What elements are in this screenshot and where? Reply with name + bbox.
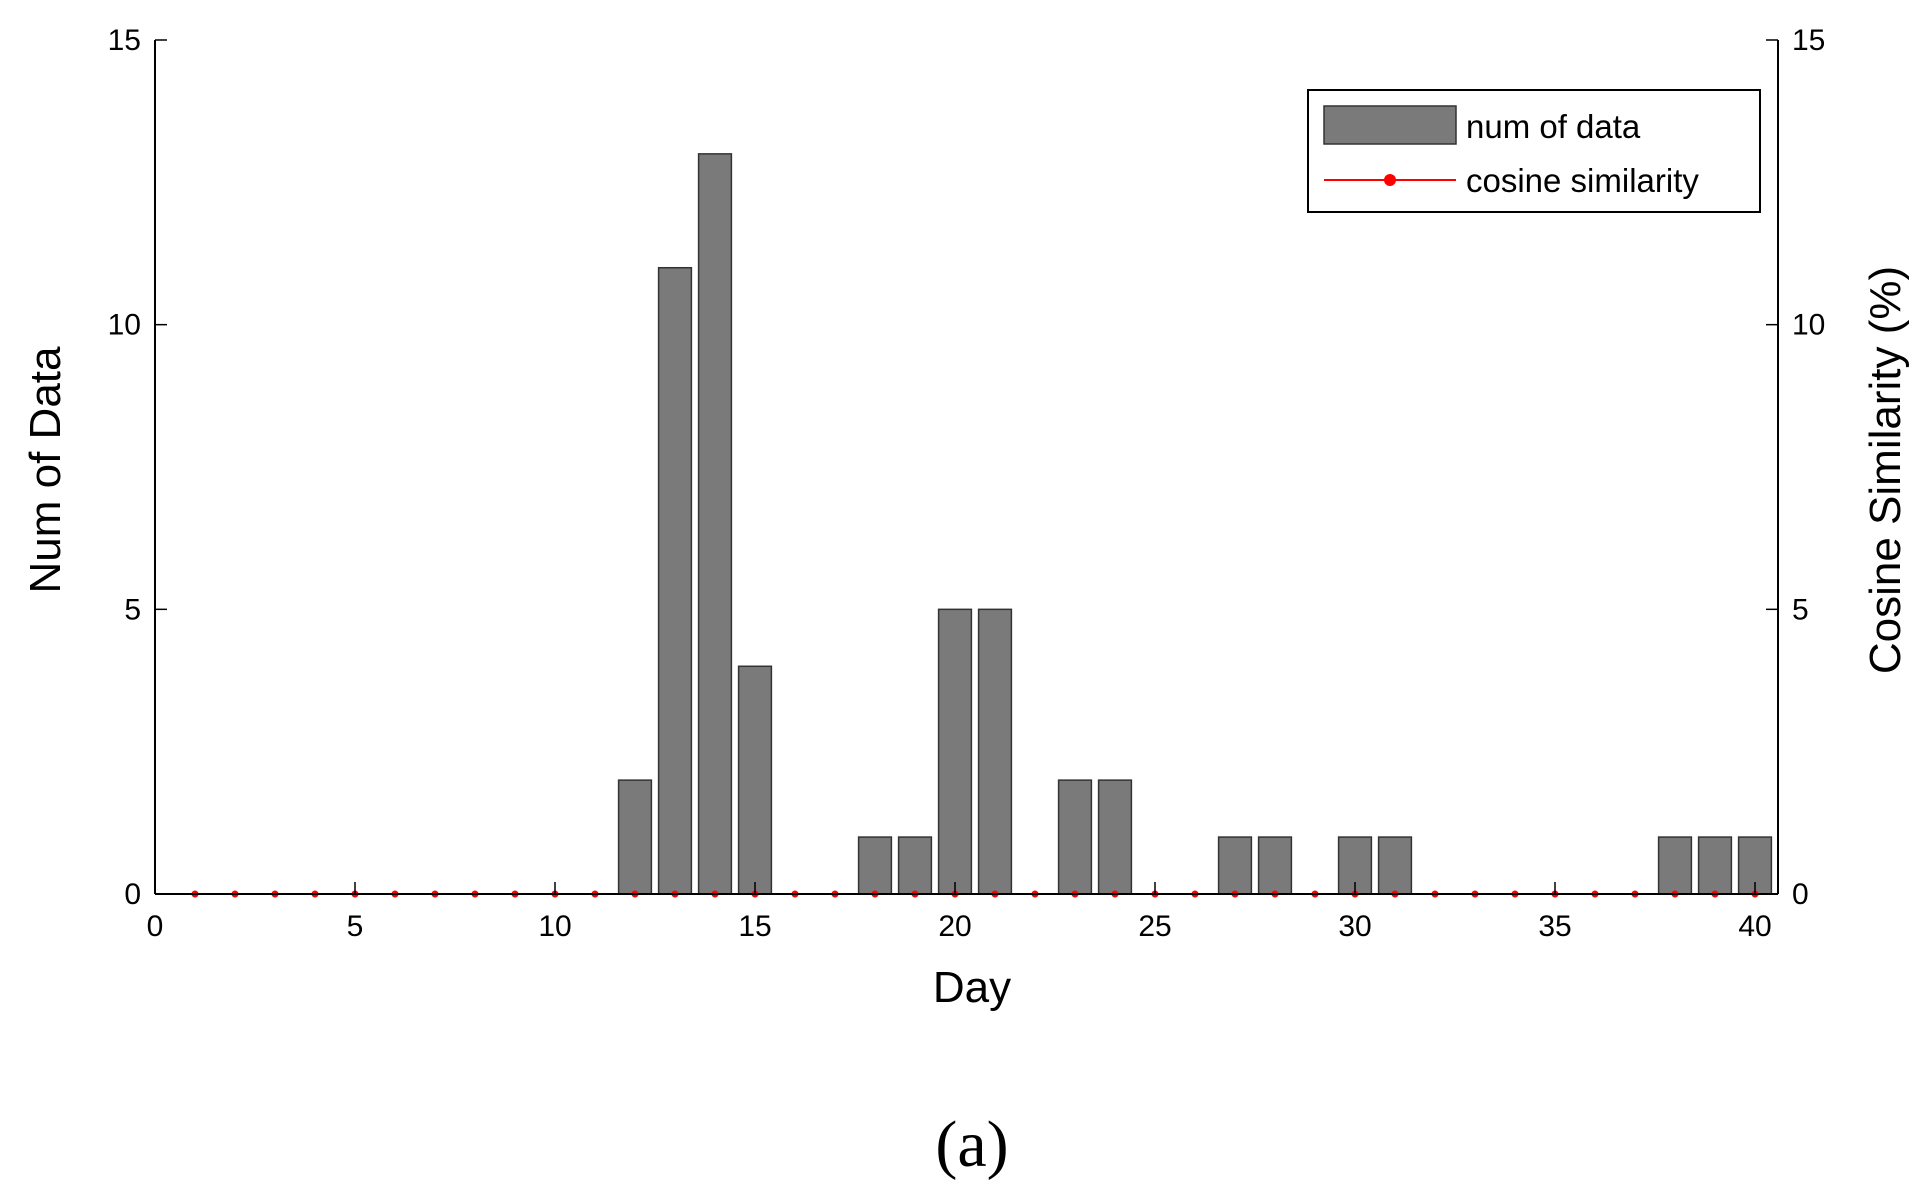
bar	[1657, 836, 1693, 895]
legend-bar-label: num of data	[1466, 108, 1641, 145]
bar	[1697, 836, 1733, 895]
x-tick-label: 30	[1338, 910, 1371, 943]
bar	[977, 608, 1013, 895]
bar	[1057, 779, 1093, 895]
x-tick-label: 10	[538, 910, 571, 943]
legend-line-marker	[1384, 174, 1396, 186]
legend-bar-swatch	[1323, 105, 1457, 145]
x-tick-label: 5	[347, 910, 364, 943]
axes-group	[154, 40, 1779, 895]
bar	[857, 836, 893, 895]
y-tick-label: 0	[124, 878, 141, 911]
bar	[937, 608, 973, 895]
y2-tick-label: 15	[1792, 24, 1825, 57]
legend-line-label: cosine similarity	[1466, 162, 1699, 199]
figure-caption: (a)	[935, 1108, 1008, 1181]
x-tick-label: 20	[938, 910, 971, 943]
y2-axis-title: Cosine Similarity (%)	[1861, 266, 1910, 674]
bar	[737, 665, 773, 895]
bar	[897, 836, 933, 895]
y2-tick-label: 10	[1792, 309, 1825, 342]
bar	[1257, 836, 1293, 895]
x-tick-label: 15	[738, 910, 771, 943]
x-tick-label: 40	[1738, 910, 1771, 943]
x-tick-label: 25	[1138, 910, 1171, 943]
y-tick-label: 5	[124, 593, 141, 626]
bar	[617, 779, 653, 895]
y2-tick-label: 0	[1792, 878, 1809, 911]
bar	[1377, 836, 1413, 895]
bar	[697, 153, 733, 895]
x-axis-title: Day	[933, 963, 1011, 1012]
y-axis-title: Num of Data	[21, 346, 70, 594]
y-tick-label: 10	[108, 309, 141, 342]
bar	[657, 266, 693, 895]
bar	[1097, 779, 1133, 895]
bars-group	[617, 153, 1773, 895]
x-tick-label: 0	[147, 910, 164, 943]
ticks-group: 0 5 10 15 20 25 30 35 40 0 5 10 15 0 5 10 15	[108, 24, 1826, 943]
y-tick-label: 15	[108, 24, 141, 57]
y2-tick-label: 5	[1792, 593, 1809, 626]
bar	[1217, 836, 1253, 895]
x-tick-label: 35	[1538, 910, 1571, 943]
legend: num of data cosine similarity	[1307, 89, 1761, 213]
